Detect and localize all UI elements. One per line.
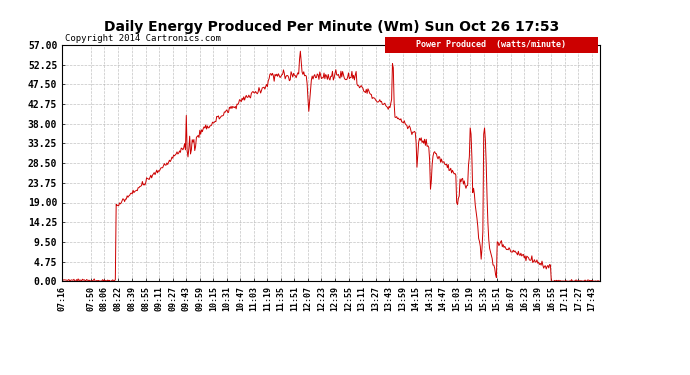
Text: Copyright 2014 Cartronics.com: Copyright 2014 Cartronics.com bbox=[65, 34, 221, 43]
Title: Daily Energy Produced Per Minute (Wm) Sun Oct 26 17:53: Daily Energy Produced Per Minute (Wm) Su… bbox=[104, 20, 559, 34]
